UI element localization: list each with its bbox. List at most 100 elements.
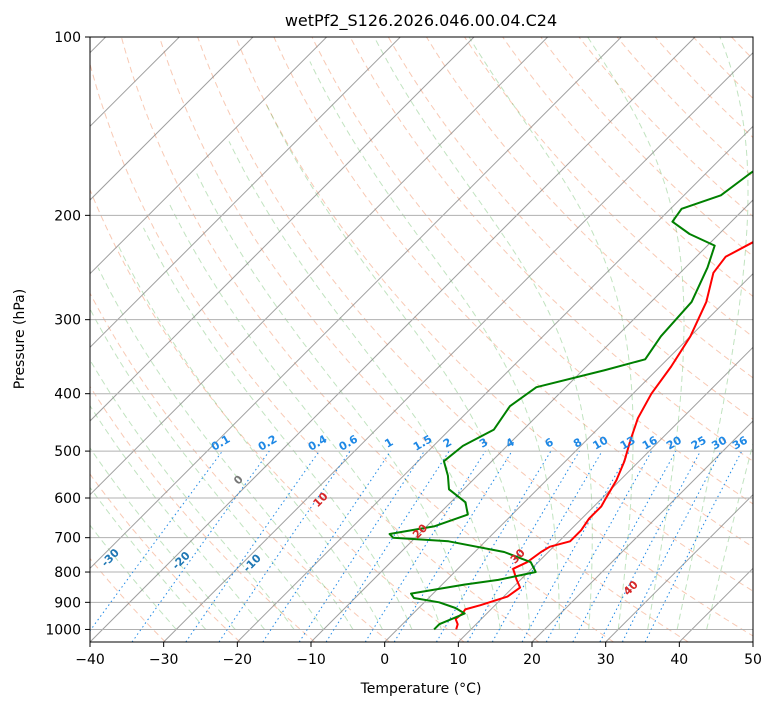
y-tick-label: 100	[54, 30, 81, 46]
mixing-ratio-line	[545, 450, 653, 642]
dry-adiabat-label: -20	[170, 549, 193, 572]
series-layer	[388, 170, 753, 631]
isotherm-line	[236, 125, 753, 642]
mixing-ratio-label: 20	[664, 433, 684, 452]
chart-title: wetPf2_S126.2026.046.00.04.C24	[285, 11, 557, 31]
isotherm-line	[90, 37, 402, 349]
dry-adiabat-line	[730, 37, 753, 60]
moist-adiabat-line	[373, 37, 593, 630]
mixing-ratio-label: 25	[689, 434, 709, 453]
moist-adiabat-line	[309, 61, 560, 630]
mixing-ratio-line	[572, 450, 677, 642]
mixing-ratio-label: 0.1	[209, 433, 232, 454]
isotherm-line	[605, 493, 753, 642]
dry-adiabat-line	[90, 62, 540, 642]
moist-adiabat-line	[587, 37, 685, 630]
dry-adiabat-line	[578, 37, 753, 218]
moist-adiabat-line	[117, 245, 383, 630]
moist-adiabat-line	[90, 404, 265, 630]
dry-adiabat-line	[654, 37, 753, 139]
isotherm-line	[310, 199, 753, 642]
mixing-ratio-label: 0.4	[306, 432, 330, 453]
mixing-ratio-line	[131, 450, 270, 642]
isotherm-line	[531, 420, 753, 642]
mixing-ratio-label: 30	[709, 433, 729, 452]
mixing-ratio-line	[599, 450, 701, 642]
y-tick-label: 800	[54, 565, 81, 581]
x-tick-label: 10	[449, 652, 467, 668]
dry-adiabat-label: 40	[621, 578, 641, 598]
x-tick-label: 0	[380, 652, 389, 668]
plot-frame	[89, 36, 754, 643]
mixing-ratio-line	[621, 450, 722, 642]
moist-adiabat-line	[90, 447, 236, 630]
y-tick-label: 400	[54, 387, 81, 403]
moist-adiabat-line	[706, 441, 753, 630]
moist-adiabat-line	[143, 227, 413, 630]
isopleth-label-layer: 0.1 0.2 0.4 0.6 1 1.5 2 3 4 6 8 10 13 16 20 25 30 36-30 -2…	[99, 432, 751, 598]
isotherm-line	[90, 37, 475, 422]
dry-adiabat-line	[90, 473, 241, 642]
dry-adiabat-label: -30	[99, 546, 122, 569]
x-tick-label: −20	[223, 652, 253, 668]
y-tick-label: 200	[54, 208, 81, 224]
y-tick-label: 300	[54, 313, 81, 329]
mixing-ratio-line	[435, 450, 552, 642]
x-tick-label: −40	[75, 652, 105, 668]
dry-adiabat-line	[235, 37, 753, 592]
mixing-ratio-label: 0.6	[337, 432, 361, 453]
moist-adiabat-line	[228, 141, 501, 630]
mixing-ratio-line	[262, 450, 392, 642]
dry-adiabat-label: -10	[241, 551, 264, 574]
moist-adiabat-line	[90, 308, 324, 630]
y-tick-label: 900	[54, 595, 81, 611]
dry-adiabat-line	[158, 37, 689, 642]
isotherm-line	[90, 37, 623, 570]
mixing-ratio-label: 8	[571, 436, 584, 451]
moist-adiabat-line	[97, 267, 354, 630]
moist-adiabat-line	[468, 37, 634, 630]
mixing-ratio-line	[467, 450, 580, 642]
y-tick-label: 600	[54, 491, 81, 507]
dry-adiabat-line	[692, 37, 753, 99]
isotherm-line	[90, 37, 254, 201]
isotherm-line	[384, 272, 753, 642]
moist-adiabat-line	[90, 358, 295, 630]
isotherm-line	[90, 37, 328, 275]
temperature-profile-line	[454, 241, 753, 630]
mixing-ratio-label: 0.2	[256, 433, 279, 454]
mixing-ratio-line	[521, 450, 630, 642]
y-tick-label: 500	[54, 444, 81, 460]
mixing-ratio-label: 13	[618, 434, 638, 453]
axis-layer: −40 −30 −20 −10 0 10 20 30 40 50 100 200 300 400 500 60…	[45, 30, 762, 668]
mixing-ratio-line	[325, 450, 450, 642]
mixing-ratio-label: 16	[640, 433, 660, 452]
dry-adiabat-line	[90, 385, 316, 642]
x-tick-label: −30	[149, 652, 179, 668]
mixing-ratio-line	[393, 450, 513, 642]
mixing-ratio-line	[218, 450, 351, 642]
y-axis-label: Pressure (hPa)	[12, 289, 28, 389]
moist-adiabat-line	[676, 37, 749, 630]
x-tick-label: −10	[296, 652, 326, 668]
dewpoint-profile-line	[388, 170, 753, 631]
x-tick-label: 20	[523, 652, 541, 668]
mixing-ratio-line	[298, 450, 425, 642]
mixing-ratio-label: 10	[590, 433, 610, 452]
dry-adiabat-line	[387, 37, 753, 420]
dry-adiabat-line	[120, 37, 614, 642]
mixing-ratio-line	[90, 450, 223, 632]
mixing-ratio-label: 36	[730, 433, 750, 452]
mixing-ratio-label: 1.5	[411, 433, 434, 454]
mixing-ratio-line	[185, 450, 320, 642]
isotherm-line	[457, 346, 753, 642]
y-tick-label: 700	[54, 531, 81, 547]
dry-adiabat-line	[311, 37, 753, 505]
moist-adiabat-line	[265, 104, 531, 630]
mixing-ratio-label: 2	[441, 436, 454, 451]
isotherm-line	[752, 641, 753, 642]
isotherm-line	[90, 37, 696, 642]
dry-adiabat-line	[349, 37, 753, 462]
isotherm-line	[90, 37, 549, 496]
